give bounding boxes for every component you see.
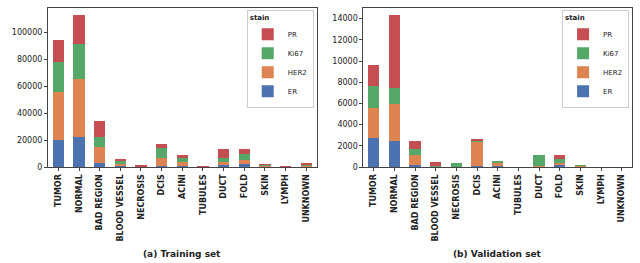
- svg-text:BLOOD VESSEL: BLOOD VESSEL: [431, 174, 440, 241]
- svg-text:100000: 100000: [12, 28, 43, 37]
- svg-text:SKIN: SKIN: [576, 174, 585, 196]
- svg-text:DCIS: DCIS: [473, 174, 482, 195]
- svg-text:FOLD: FOLD: [240, 174, 249, 198]
- svg-text:UNKNOWN: UNKNOWN: [617, 174, 626, 222]
- svg-text:80000: 80000: [17, 55, 42, 64]
- svg-text:8000: 8000: [337, 78, 357, 87]
- svg-text:0: 0: [37, 163, 42, 172]
- svg-text:6000: 6000: [337, 99, 357, 108]
- svg-text:UNKNOWN: UNKNOWN: [302, 174, 311, 222]
- svg-text:Ki67: Ki67: [288, 50, 303, 58]
- svg-text:TUMOR: TUMOR: [369, 174, 378, 207]
- svg-text:HER2: HER2: [288, 69, 307, 77]
- svg-text:FOLD: FOLD: [555, 174, 564, 198]
- svg-text:PR: PR: [603, 31, 612, 39]
- svg-text:stain: stain: [565, 14, 585, 22]
- svg-text:10000: 10000: [332, 57, 357, 66]
- svg-text:NORMAL: NORMAL: [75, 174, 84, 213]
- svg-text:BLOOD VESSEL: BLOOD VESSEL: [116, 174, 125, 241]
- svg-text:PR: PR: [288, 31, 297, 39]
- svg-text:14000: 14000: [332, 14, 357, 23]
- svg-text:ACINI: ACINI: [178, 174, 187, 199]
- svg-text:(b) Validation set: (b) Validation set: [453, 249, 542, 259]
- svg-text:ER: ER: [603, 88, 612, 96]
- svg-text:LYMPH: LYMPH: [597, 174, 606, 204]
- svg-text:TUMOR: TUMOR: [54, 174, 63, 207]
- svg-text:20000: 20000: [17, 136, 42, 145]
- svg-text:HER2: HER2: [603, 69, 622, 77]
- svg-text:(a) Training set: (a) Training set: [143, 249, 221, 259]
- svg-text:DUCT: DUCT: [219, 174, 228, 199]
- svg-text:BAD REGION: BAD REGION: [95, 174, 104, 230]
- svg-text:40000: 40000: [17, 109, 42, 118]
- svg-text:NECROSIS: NECROSIS: [452, 174, 461, 220]
- svg-text:4000: 4000: [337, 120, 357, 129]
- svg-text:0: 0: [353, 163, 358, 172]
- svg-text:stain: stain: [250, 14, 270, 22]
- svg-text:12000: 12000: [332, 36, 357, 45]
- svg-text:2000: 2000: [337, 142, 357, 151]
- svg-text:DCIS: DCIS: [157, 174, 166, 195]
- svg-text:NORMAL: NORMAL: [390, 174, 399, 213]
- svg-text:ACINI: ACINI: [493, 174, 502, 199]
- svg-text:Ki67: Ki67: [603, 50, 618, 58]
- svg-text:BAD REGION: BAD REGION: [411, 174, 420, 230]
- svg-text:TUBULES: TUBULES: [199, 174, 208, 215]
- svg-text:60000: 60000: [17, 82, 42, 91]
- svg-text:LYMPH: LYMPH: [281, 174, 290, 204]
- svg-text:SKIN: SKIN: [261, 174, 270, 196]
- svg-text:ER: ER: [288, 88, 297, 96]
- svg-text:DUCT: DUCT: [535, 174, 544, 199]
- svg-text:TUBULES: TUBULES: [514, 174, 523, 215]
- svg-text:NECROSIS: NECROSIS: [137, 174, 146, 220]
